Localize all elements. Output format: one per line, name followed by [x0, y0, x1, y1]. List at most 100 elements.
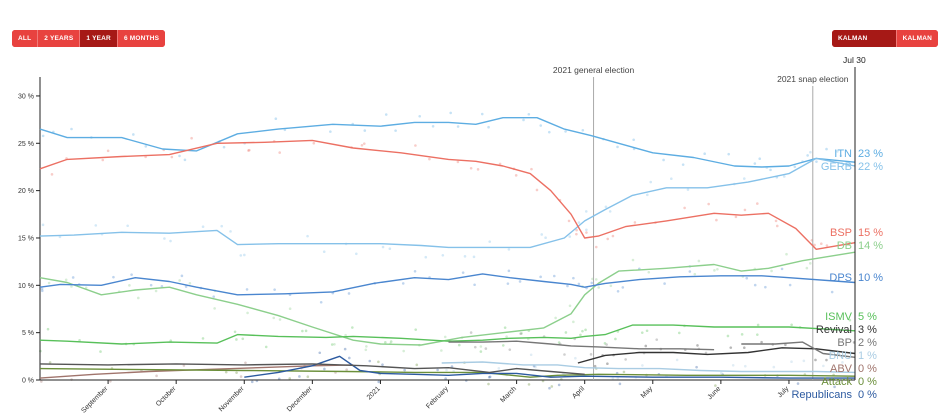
poll-point [677, 331, 681, 335]
poll-point [160, 284, 164, 288]
poll-point [414, 328, 418, 331]
poll-point [584, 210, 588, 213]
poll-point [288, 377, 292, 380]
poll-point [572, 320, 575, 324]
poll-point [247, 148, 251, 152]
poll-point [501, 344, 505, 347]
series-line-bp[interactable] [448, 340, 715, 351]
poll-point [312, 141, 316, 145]
range-button-all[interactable]: ALL [12, 30, 39, 47]
poll-point [836, 150, 839, 153]
poll-point [384, 341, 387, 344]
series-value-db: 14 % [858, 240, 883, 252]
poll-point [487, 382, 490, 386]
poll-point [78, 339, 81, 342]
poll-point [772, 365, 776, 369]
poll-point [611, 234, 615, 238]
poll-point [615, 371, 619, 375]
poll-point [577, 221, 581, 224]
poll-point [222, 145, 226, 149]
series-line-bp2[interactable] [741, 341, 856, 358]
poll-point [99, 350, 102, 353]
poll-point [403, 368, 406, 372]
poll-point [190, 136, 193, 140]
poll-point [788, 283, 792, 287]
poll-point [608, 210, 612, 213]
series-line-itn[interactable] [39, 116, 856, 168]
poll-point [363, 129, 367, 132]
poll-point [780, 267, 784, 271]
poll-point [201, 337, 205, 340]
poll-point [278, 151, 281, 154]
poll-point [183, 158, 187, 162]
poll-point [347, 356, 351, 360]
y-tick-label: 0 % [22, 378, 34, 385]
poll-point [604, 205, 608, 209]
poll-point [544, 236, 547, 240]
series-line-republicans[interactable] [244, 355, 855, 379]
x-tick-label: April [571, 385, 586, 400]
series-line-ismv[interactable] [39, 324, 856, 345]
poll-point [686, 188, 690, 191]
axes: 0 % 5 % 10 % 15 % 20 % 25 % 30 % September Octob… [18, 77, 855, 413]
poll-point [274, 117, 278, 120]
poll-point [518, 280, 522, 283]
poll-point [488, 375, 492, 379]
y-tick-label: 25 % [18, 141, 34, 148]
poll-point [388, 247, 392, 251]
series-line-gerb[interactable] [39, 157, 856, 249]
series-line-dps[interactable] [39, 273, 856, 296]
series-line-attack[interactable] [39, 367, 856, 378]
range-button-2-years[interactable]: 2 YEARS [38, 30, 81, 47]
poll-point [527, 112, 531, 116]
poll-point [182, 364, 186, 367]
poll-point [506, 282, 510, 285]
series-line-bnu[interactable] [441, 361, 856, 374]
poll-point [476, 168, 480, 171]
poll-point [579, 333, 582, 337]
poll-point [333, 343, 336, 346]
poll-point [64, 278, 68, 282]
poll-point [508, 348, 512, 351]
kalman-button[interactable]: KALMAN [896, 30, 938, 47]
poll-point [101, 158, 105, 162]
poll-point [245, 288, 249, 291]
poll-point [564, 130, 567, 133]
poll-point [575, 232, 578, 236]
kalman-smooth-button[interactable]: KALMAN SMOOTH [832, 30, 897, 47]
poll-point [614, 337, 617, 341]
poll-point [220, 224, 224, 228]
series-value-ismv: 5 % [858, 311, 877, 323]
poll-point [488, 240, 492, 243]
poll-point [441, 253, 445, 257]
poll-point [806, 154, 809, 157]
series-value-bp: 2 % [858, 337, 877, 349]
poll-point [743, 364, 747, 368]
series-line-other[interactable] [39, 363, 585, 375]
series-value-gerb: 22 % [858, 161, 883, 173]
series-lines [39, 116, 856, 379]
range-button-6-months[interactable]: 6 MONTHS [117, 30, 166, 47]
poll-point [616, 289, 620, 293]
poll-point [235, 338, 238, 341]
poll-point [594, 245, 598, 249]
poll-point [805, 266, 809, 270]
poll-point [785, 252, 788, 256]
range-button-1-year[interactable]: 1 YEAR [80, 30, 118, 47]
poll-point [839, 154, 843, 158]
poll-point [401, 282, 405, 285]
x-tick-label: February [425, 385, 450, 410]
series-line-db[interactable] [39, 251, 856, 346]
poll-point [567, 219, 571, 223]
poll-point [729, 346, 733, 349]
series-label-bp: BP [837, 337, 852, 349]
series-line-revival[interactable] [577, 347, 856, 364]
series-label-attack: Attack [821, 376, 852, 388]
series-line-bsp[interactable] [39, 139, 856, 251]
poll-point [848, 318, 852, 322]
poll-point [624, 358, 627, 361]
poll-point [264, 345, 268, 349]
poll-point [50, 173, 54, 176]
election-markers: 2021 general election 2021 snap election [553, 65, 849, 380]
